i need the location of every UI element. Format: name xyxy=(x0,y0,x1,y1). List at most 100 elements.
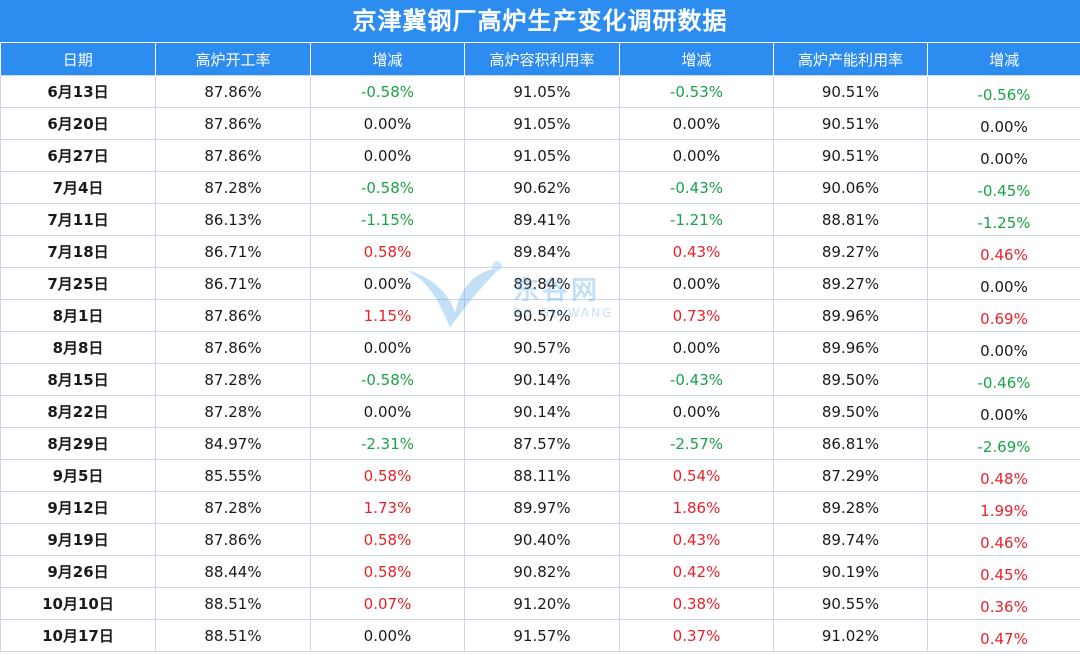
cell-change-1: 0.00% xyxy=(310,395,465,428)
cell-change-1: 1.15% xyxy=(310,299,465,332)
cell-capacity-utilization: 89.96% xyxy=(773,299,928,332)
header-capacity-utilization: 高炉产能利用率 xyxy=(773,42,928,76)
cell-capacity-utilization: 89.50% xyxy=(773,395,928,428)
cell-change-1: 0.00% xyxy=(310,139,465,172)
cell-change-2: -0.43% xyxy=(619,363,774,396)
cell-capacity-utilization: 89.74% xyxy=(773,523,928,556)
table-row: 7月25日 86.71% 0.00% 89.84% 0.00% 89.27% 0.00% xyxy=(0,267,1080,300)
cell-date: 8月15日 xyxy=(0,363,156,396)
cell-capacity-utilization: 89.27% xyxy=(773,235,928,268)
cell-change-2: 0.43% xyxy=(619,235,774,268)
cell-operating-rate: 86.13% xyxy=(155,203,311,236)
cell-volume-utilization: 90.57% xyxy=(464,299,620,332)
table-row: 8月8日 87.86% 0.00% 90.57% 0.00% 89.96% 0.00% xyxy=(0,331,1080,364)
cell-change-3: 0.47% xyxy=(927,619,1080,652)
cell-change-1: -0.58% xyxy=(310,171,465,204)
cell-date: 9月19日 xyxy=(0,523,156,556)
cell-change-2: 0.00% xyxy=(619,139,774,172)
cell-date: 7月25日 xyxy=(0,267,156,300)
header-row: 日期 高炉开工率 增减 高炉容积利用率 增减 高炉产能利用率 增减 xyxy=(0,42,1080,76)
cell-volume-utilization: 91.05% xyxy=(464,139,620,172)
cell-operating-rate: 87.86% xyxy=(155,139,311,172)
cell-change-1: 0.58% xyxy=(310,555,465,588)
cell-capacity-utilization: 90.51% xyxy=(773,139,928,172)
cell-change-3: 0.46% xyxy=(927,235,1080,268)
cell-volume-utilization: 91.05% xyxy=(464,107,620,140)
cell-change-2: 0.00% xyxy=(619,331,774,364)
cell-change-1: -2.31% xyxy=(310,427,465,460)
cell-operating-rate: 87.86% xyxy=(155,75,311,108)
cell-change-2: -0.53% xyxy=(619,75,774,108)
table-row: 8月1日 87.86% 1.15% 90.57% 0.73% 89.96% 0.69% xyxy=(0,299,1080,332)
cell-change-2: 0.37% xyxy=(619,619,774,652)
cell-change-3: 0.00% xyxy=(927,139,1080,172)
cell-date: 6月20日 xyxy=(0,107,156,140)
cell-change-3: -1.25% xyxy=(927,203,1080,236)
cell-change-2: -2.57% xyxy=(619,427,774,460)
header-operating-rate: 高炉开工率 xyxy=(155,42,311,76)
cell-change-2: 0.00% xyxy=(619,107,774,140)
cell-volume-utilization: 91.05% xyxy=(464,75,620,108)
cell-date: 7月4日 xyxy=(0,171,156,204)
cell-change-1: -0.58% xyxy=(310,75,465,108)
cell-operating-rate: 87.86% xyxy=(155,523,311,556)
table-row: 9月26日 88.44% 0.58% 90.82% 0.42% 90.19% 0.45% xyxy=(0,555,1080,588)
cell-change-1: 0.58% xyxy=(310,459,465,492)
cell-change-2: -0.43% xyxy=(619,171,774,204)
table-row: 10月17日 88.51% 0.00% 91.57% 0.37% 91.02% 0.47% xyxy=(0,619,1080,652)
cell-change-2: 0.00% xyxy=(619,395,774,428)
cell-change-3: 1.99% xyxy=(927,491,1080,524)
cell-change-2: 0.43% xyxy=(619,523,774,556)
cell-date: 8月1日 xyxy=(0,299,156,332)
cell-capacity-utilization: 88.81% xyxy=(773,203,928,236)
cell-volume-utilization: 91.20% xyxy=(464,587,620,620)
cell-volume-utilization: 89.41% xyxy=(464,203,620,236)
cell-change-3: 0.48% xyxy=(927,459,1080,492)
cell-operating-rate: 88.44% xyxy=(155,555,311,588)
table-row: 10月10日 88.51% 0.07% 91.20% 0.38% 90.55% 0.36% xyxy=(0,587,1080,620)
cell-date: 10月17日 xyxy=(0,619,156,652)
cell-capacity-utilization: 90.06% xyxy=(773,171,928,204)
cell-volume-utilization: 88.11% xyxy=(464,459,620,492)
cell-date: 6月13日 xyxy=(0,75,156,108)
cell-date: 7月11日 xyxy=(0,203,156,236)
cell-volume-utilization: 90.14% xyxy=(464,363,620,396)
page-title: 京津冀钢厂高炉生产变化调研数据 xyxy=(0,0,1080,42)
cell-volume-utilization: 89.84% xyxy=(464,267,620,300)
data-table: 日期 高炉开工率 增减 高炉容积利用率 增减 高炉产能利用率 增减 6月13日 8… xyxy=(0,42,1080,652)
table-row: 7月4日 87.28% -0.58% 90.62% -0.43% 90.06% -0.45% xyxy=(0,171,1080,204)
header-date: 日期 xyxy=(0,42,156,76)
cell-date: 10月10日 xyxy=(0,587,156,620)
table-row: 6月27日 87.86% 0.00% 91.05% 0.00% 90.51% 0.00% xyxy=(0,139,1080,172)
cell-volume-utilization: 91.57% xyxy=(464,619,620,652)
cell-operating-rate: 88.51% xyxy=(155,587,311,620)
cell-operating-rate: 87.28% xyxy=(155,491,311,524)
cell-capacity-utilization: 90.19% xyxy=(773,555,928,588)
cell-change-2: 1.86% xyxy=(619,491,774,524)
cell-change-1: 0.00% xyxy=(310,331,465,364)
cell-change-2: -1.21% xyxy=(619,203,774,236)
cell-operating-rate: 87.86% xyxy=(155,331,311,364)
cell-change-1: 0.07% xyxy=(310,587,465,620)
cell-operating-rate: 87.86% xyxy=(155,299,311,332)
cell-date: 9月5日 xyxy=(0,459,156,492)
table-row: 6月20日 87.86% 0.00% 91.05% 0.00% 90.51% 0.00% xyxy=(0,107,1080,140)
cell-date: 6月27日 xyxy=(0,139,156,172)
cell-volume-utilization: 87.57% xyxy=(464,427,620,460)
cell-volume-utilization: 90.14% xyxy=(464,395,620,428)
cell-change-1: 0.58% xyxy=(310,523,465,556)
cell-capacity-utilization: 86.81% xyxy=(773,427,928,460)
header-change-1: 增减 xyxy=(310,42,465,76)
cell-change-2: 0.54% xyxy=(619,459,774,492)
cell-change-3: -0.45% xyxy=(927,171,1080,204)
cell-operating-rate: 86.71% xyxy=(155,267,311,300)
cell-operating-rate: 87.28% xyxy=(155,395,311,428)
table-row: 8月15日 87.28% -0.58% 90.14% -0.43% 89.50% -0.46… xyxy=(0,363,1080,396)
cell-change-1: -0.58% xyxy=(310,363,465,396)
cell-operating-rate: 86.71% xyxy=(155,235,311,268)
table-row: 7月18日 86.71% 0.58% 89.84% 0.43% 89.27% 0.46% xyxy=(0,235,1080,268)
header-change-3: 增减 xyxy=(927,42,1080,76)
cell-volume-utilization: 90.57% xyxy=(464,331,620,364)
cell-volume-utilization: 89.97% xyxy=(464,491,620,524)
cell-change-1: 0.00% xyxy=(310,619,465,652)
